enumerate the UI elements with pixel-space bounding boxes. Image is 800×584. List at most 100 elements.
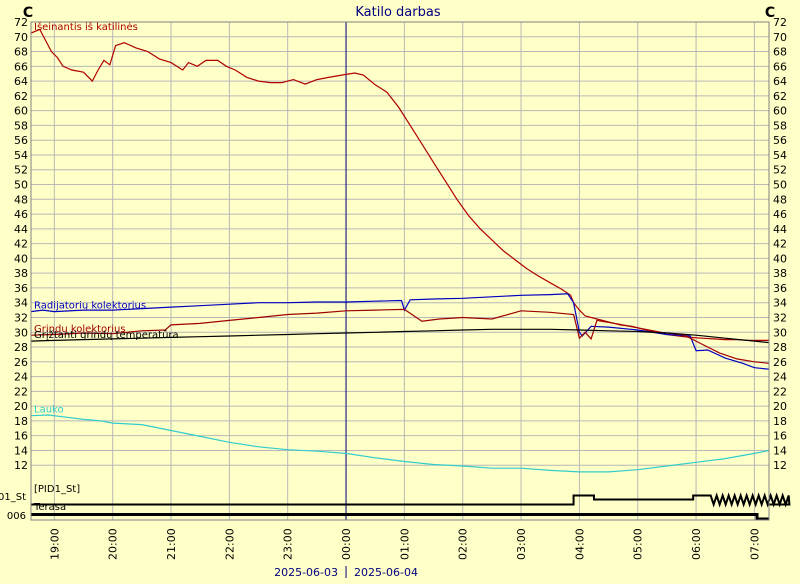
y-tick-label-left: 28 [14, 341, 28, 354]
y-tick-label-right: 68 [773, 46, 787, 59]
y-tick-label-right: 36 [773, 282, 787, 295]
y-tick-label-left: 52 [14, 164, 28, 177]
y-tick-label-left: 64 [14, 75, 28, 88]
series-label: Išeinantis iš katilinės [34, 21, 138, 33]
y-tick-label-right: 16 [773, 430, 787, 443]
date-label-right: 2025-06-04 [354, 566, 418, 579]
status-track-left-label: 006 [7, 511, 26, 522]
y-tick-label-left: 14 [14, 444, 28, 457]
y-tick-label-left: 68 [14, 46, 28, 59]
y-tick-label-left: 66 [14, 60, 28, 73]
y-tick-label-right: 72 [773, 16, 787, 29]
y-tick-label-left: 54 [14, 149, 28, 162]
y-tick-label-right: 52 [773, 164, 787, 177]
y-tick-label-right: 56 [773, 134, 787, 147]
y-tick-label-right: 32 [773, 311, 787, 324]
y-tick-label-left: 34 [14, 297, 28, 310]
x-tick-label: 21:00 [165, 528, 178, 560]
y-tick-label-right: 46 [773, 208, 787, 221]
y-tick-label-left: 20 [14, 400, 28, 413]
status-tracks: [PID1_St] 01_St Terasa 006 [0, 484, 791, 522]
y-tick-label-left: 72 [14, 16, 28, 29]
status-track-signal [31, 513, 769, 521]
y-tick-label-right: 30 [773, 326, 787, 339]
x-tick-label: 04:00 [573, 528, 586, 560]
y-tick-label-right: 48 [773, 193, 787, 206]
x-tick-label: 07:00 [748, 528, 761, 560]
x-tick-label: 06:00 [690, 528, 703, 560]
series-label: Radijatorių kolektorius [34, 301, 146, 312]
y-tick-label-right: 38 [773, 267, 787, 280]
y-tick-label-right: 40 [773, 252, 787, 265]
grid [31, 21, 769, 520]
y-tick-label-right: 66 [773, 60, 787, 73]
y-tick-label-right: 60 [773, 105, 787, 118]
y-tick-label-left: 40 [14, 252, 28, 265]
y-tick-label-left: 62 [14, 90, 28, 103]
left-axis-unit: C [23, 5, 33, 21]
series-label: Grindų kolektorius [34, 324, 126, 335]
date-label-left: 2025-06-03 [274, 566, 338, 579]
y-tick-label-left: 36 [14, 282, 28, 295]
y-tick-label-right: 70 [773, 31, 787, 44]
status-track-left-label: 01_St [0, 492, 26, 503]
y-tick-label-right: 28 [773, 341, 787, 354]
x-tick-label: 19:00 [48, 528, 61, 560]
x-tick-label: 01:00 [398, 528, 411, 560]
x-tick-label: 03:00 [515, 528, 528, 560]
y-tick-label-left: 32 [14, 311, 28, 324]
y-tick-label-left: 46 [14, 208, 28, 221]
status-track-name: [PID1_St] [34, 484, 80, 495]
y-tick-label-left: 70 [14, 31, 28, 44]
y-tick-label-left: 56 [14, 134, 28, 147]
y-tick-label-right: 44 [773, 223, 787, 236]
y-tick-label-right: 22 [773, 385, 787, 398]
y-tick-label-right: 50 [773, 179, 787, 192]
y-tick-label-right: 26 [773, 356, 787, 369]
y-tick-label-right: 20 [773, 400, 787, 413]
y-tick-label-left: 44 [14, 223, 28, 236]
x-tick-label: 05:00 [632, 528, 645, 560]
y-tick-label-left: 24 [14, 371, 28, 384]
series-line [30, 414, 770, 473]
x-tick-label: 22:00 [223, 528, 236, 560]
y-tick-label-left: 22 [14, 385, 28, 398]
series-line [30, 293, 770, 370]
x-tick-label: 23:00 [282, 528, 295, 560]
y-tick-label-left: 58 [14, 119, 28, 132]
y-tick-label-left: 18 [14, 415, 28, 428]
series-line [30, 328, 770, 344]
y-tick-label-left: 30 [14, 326, 28, 339]
series-group: Išeinantis iš katilinės Radijatorių kolek… [30, 21, 770, 473]
y-tick-label-left: 12 [14, 459, 28, 472]
y-tick-label-right: 58 [773, 119, 787, 132]
y-tick-label-right: 14 [773, 444, 787, 457]
y-tick-label-right: 24 [773, 371, 787, 384]
y-tick-label-right: 64 [773, 75, 787, 88]
y-tick-label-right: 18 [773, 415, 787, 428]
y-tick-label-right: 12 [773, 459, 787, 472]
y-tick-label-right: 54 [773, 149, 787, 162]
status-track-signal [31, 492, 791, 508]
y-tick-label-right: 34 [773, 297, 787, 310]
series-label: Lauko [34, 405, 64, 416]
y-tick-label-left: 16 [14, 430, 28, 443]
y-tick-label-left: 38 [14, 267, 28, 280]
x-tick-label: 00:00 [340, 528, 353, 560]
y-tick-label-left: 50 [14, 179, 28, 192]
series-label: Grįžtanti grindų temperatūra [34, 329, 179, 341]
y-tick-label-right: 42 [773, 238, 787, 251]
y-tick-label-left: 26 [14, 356, 28, 369]
y-tick-label-left: 60 [14, 105, 28, 118]
status-track-name: Terasa [33, 502, 66, 513]
y-tick-label-left: 42 [14, 238, 28, 251]
chart-title: Katilo darbas [355, 5, 440, 20]
y-tick-label-left: 48 [14, 193, 28, 206]
x-tick-label: 02:00 [457, 528, 470, 560]
y-tick-label-right: 62 [773, 90, 787, 103]
plot-frame [30, 21, 770, 521]
